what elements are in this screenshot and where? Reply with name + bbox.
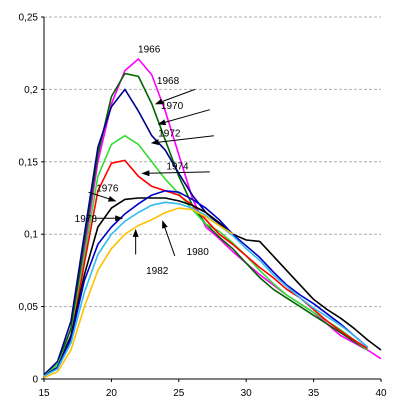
annotation-arrow-5 bbox=[88, 191, 117, 202]
y-tick-label-0-15: 0,15 bbox=[19, 157, 39, 168]
annotation-label-1966: 1966 bbox=[138, 44, 161, 55]
annotation-arrow-1 bbox=[154, 88, 196, 105]
annotation-label-1978: 1978 bbox=[75, 214, 98, 225]
y-tick-label-0: 0 bbox=[32, 375, 38, 386]
annotation-arrow-2 bbox=[157, 109, 210, 126]
series-line-1978 bbox=[43, 190, 369, 377]
y-tick-label-0-05: 0,05 bbox=[19, 302, 39, 313]
x-tick-label-25: 25 bbox=[173, 388, 185, 399]
annotation-label-1970: 1970 bbox=[161, 101, 184, 112]
y-tick-label-0-2: 0,2 bbox=[24, 85, 38, 96]
y-tick-label-0-25: 0,25 bbox=[19, 13, 39, 24]
y-tick-label-0-1: 0,1 bbox=[24, 230, 38, 241]
gridlines bbox=[44, 16, 381, 308]
annotation-label-1980: 1980 bbox=[187, 247, 210, 258]
series-line-1980 bbox=[43, 201, 369, 377]
series-line-1976 bbox=[43, 197, 382, 377]
axes bbox=[41, 16, 382, 382]
x-tick-label-30: 30 bbox=[241, 388, 253, 399]
annotation-arrows bbox=[88, 88, 214, 257]
x-tick-label-20: 20 bbox=[106, 388, 118, 399]
x-tick-label-15: 15 bbox=[38, 388, 50, 399]
annotation-label-1968: 1968 bbox=[157, 76, 180, 87]
annotation-arrow-4 bbox=[141, 170, 210, 177]
series-line-1970 bbox=[43, 88, 234, 376]
annotation-label-1976: 1976 bbox=[96, 183, 119, 194]
annotation-arrow-7 bbox=[162, 220, 176, 257]
annotation-label-1972: 1972 bbox=[158, 128, 181, 139]
series-line-1972 bbox=[43, 134, 368, 377]
series-lines bbox=[43, 58, 382, 379]
x-tick-label-35: 35 bbox=[308, 388, 320, 399]
series-line-1982 bbox=[43, 207, 234, 379]
series-line-1974 bbox=[43, 159, 368, 377]
annotation-label-1982: 1982 bbox=[146, 266, 169, 277]
annotation-label-1974: 1974 bbox=[166, 162, 189, 173]
annotation-arrow-3 bbox=[150, 135, 214, 146]
tick-labels: 0 0,05 0,1 0,15 0,2 0,25 15 20 25 30 35 40 bbox=[19, 13, 387, 400]
x-tick-label-40: 40 bbox=[375, 388, 387, 399]
series-annotations: 1966 1968 1970 1972 1974 1976 1978 1980 1982 bbox=[75, 44, 210, 277]
